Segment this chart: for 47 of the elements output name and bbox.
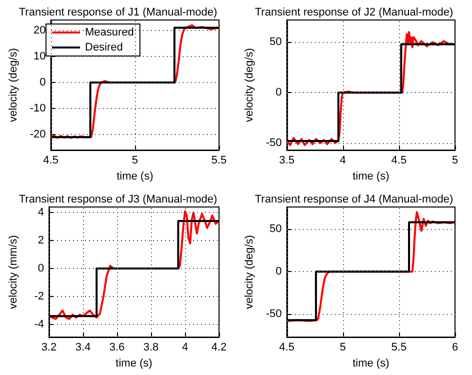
x-axis-title: time (s) <box>116 358 152 370</box>
y-tick-label: -4 <box>34 318 44 331</box>
x-tick-label: 4.2 <box>211 342 227 354</box>
chart-title: Transient response of J4 (Manual-mode) <box>254 194 454 206</box>
y-axis-title: velocity (mm/s) <box>8 235 20 310</box>
x-tick-label: 5.5 <box>391 342 407 354</box>
x-tick-label: 3.5 <box>279 154 294 167</box>
y-tick-label: 50 <box>270 36 282 48</box>
x-tick-label: 4.5 <box>279 342 294 354</box>
y-tick-label: -50 <box>266 308 282 320</box>
x-tick-label: 5 <box>340 342 346 354</box>
y-tick-label: -10 <box>30 102 46 114</box>
chart-title: Transient response of J3 (Manual-mode) <box>18 194 218 206</box>
x-tick-label: 4 <box>340 154 346 167</box>
x-tick-label: 3.8 <box>143 342 159 354</box>
y-tick-label: -2 <box>34 290 44 303</box>
y-tick-label: 0 <box>276 86 282 99</box>
y-tick-label: 2 <box>38 234 44 247</box>
y-tick-label: 4 <box>38 206 44 219</box>
x-tick-label: 3.4 <box>75 342 91 354</box>
y-axis-title: velocity (deg/s) <box>8 48 20 122</box>
y-tick-label: 0 <box>38 262 44 275</box>
y-tick-label: 0 <box>40 76 46 88</box>
x-tick-label: 4.5 <box>43 154 58 167</box>
legend-label: Measured <box>85 26 134 38</box>
x-tick-label: 5 <box>452 154 458 167</box>
x-tick-label: 5.5 <box>211 154 227 167</box>
x-tick-label: 6 <box>452 342 458 354</box>
y-axis-title: velocity (deg/s) <box>244 235 256 310</box>
chart-title: Transient response of J1 (Manual-mode) <box>18 6 218 18</box>
chart-title: Transient response of J2 (Manual-mode) <box>254 6 454 18</box>
x-tick-label: 4 <box>182 342 188 354</box>
x-axis-title: time (s) <box>116 170 154 182</box>
y-tick-label: 10 <box>34 50 46 62</box>
y-tick-label: -20 <box>30 128 46 140</box>
y-tick-label: 50 <box>270 223 282 236</box>
x-axis-title: time (s) <box>352 170 390 182</box>
y-tick-label: -50 <box>266 137 282 150</box>
x-tick-label: 3.2 <box>41 342 57 354</box>
y-tick-label: 20 <box>34 24 46 36</box>
legend-label: Desired <box>85 42 123 54</box>
y-axis-title: velocity (deg/s) <box>244 48 256 122</box>
x-tick-label: 5 <box>132 154 138 167</box>
x-tick-label: 3.6 <box>109 342 125 354</box>
x-tick-label: 4.5 <box>391 154 407 167</box>
y-tick-label: 0 <box>276 266 282 278</box>
x-axis-title: time (s) <box>352 358 390 370</box>
